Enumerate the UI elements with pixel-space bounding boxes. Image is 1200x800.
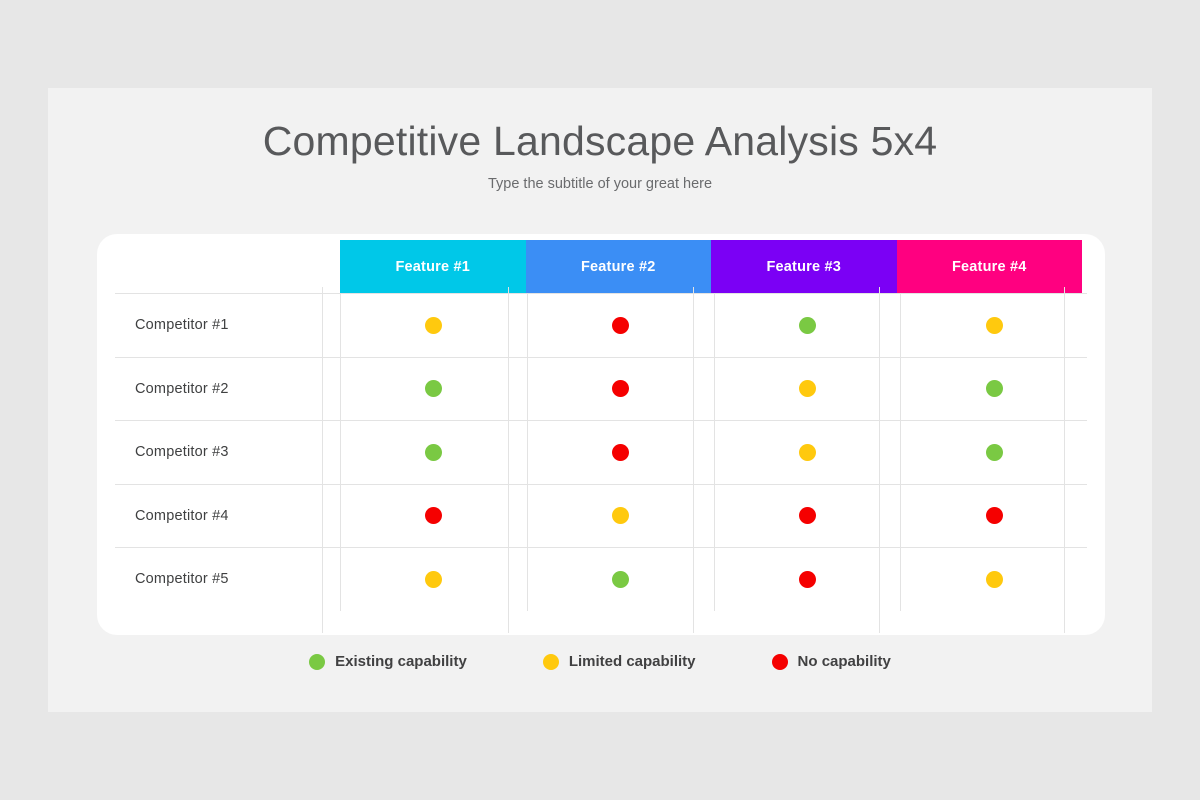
capability-cell[interactable] xyxy=(526,548,714,611)
status-dot-limited xyxy=(985,570,1003,588)
legend-label: Limited capability xyxy=(568,653,696,670)
status-dot-none xyxy=(612,443,630,461)
table-row: Competitor #5 xyxy=(115,547,1087,611)
status-dot-existing xyxy=(798,316,816,334)
page-subtitle: Type the subtitle of your great here xyxy=(487,176,713,192)
capability-cell[interactable] xyxy=(900,357,1087,420)
table-header-label: Feature #2 xyxy=(580,258,656,275)
column-separator xyxy=(1064,287,1065,633)
capability-cell[interactable] xyxy=(526,357,714,420)
legend-label: Existing capability xyxy=(335,653,467,670)
legend-label: No capability xyxy=(797,653,891,670)
capability-cell[interactable] xyxy=(526,294,714,357)
row-label: Competitor #4 xyxy=(135,507,229,524)
comparison-table: Feature #1 Feature #2 Feature #3 Feature #4… xyxy=(97,234,1105,635)
capability-cell[interactable] xyxy=(900,548,1087,611)
capability-cell[interactable] xyxy=(713,421,901,484)
capability-cell[interactable] xyxy=(900,484,1087,547)
row-label: Competitor #1 xyxy=(135,317,229,334)
column-separator xyxy=(878,287,880,633)
table-header-cell-3[interactable]: Feature #3 xyxy=(711,240,897,293)
status-dot-limited xyxy=(798,443,816,461)
legend-dot-limited xyxy=(542,653,559,670)
table-row: Competitor #4 xyxy=(115,483,1087,547)
table-header-label: Feature #1 xyxy=(395,258,471,275)
capability-cell[interactable] xyxy=(713,294,901,357)
status-dot-none xyxy=(985,507,1003,525)
capability-cell[interactable] xyxy=(526,421,714,484)
capability-cell[interactable] xyxy=(340,484,527,547)
column-separator xyxy=(693,287,694,633)
comparison-table-card: Feature #1 Feature #2 Feature #3 Feature #4… xyxy=(97,234,1105,635)
capability-cell[interactable] xyxy=(340,548,527,611)
slide-canvas: Competitive Landscape Analysis 5x4 Type … xyxy=(48,88,1152,712)
status-dot-none xyxy=(425,507,443,525)
status-dot-limited xyxy=(798,380,816,398)
status-dot-existing xyxy=(425,443,443,461)
status-dot-limited xyxy=(425,570,443,588)
row-label: Competitor #3 xyxy=(135,444,229,461)
capability-cell[interactable] xyxy=(713,484,901,547)
capability-cell[interactable] xyxy=(713,548,901,611)
legend-dot-existing xyxy=(309,653,326,670)
table-row: Competitor #1 xyxy=(115,293,1087,357)
capability-cell[interactable] xyxy=(900,421,1087,484)
capability-cell[interactable] xyxy=(526,484,714,547)
status-dot-existing xyxy=(985,380,1003,398)
page-title: Competitive Landscape Analysis 5x4 xyxy=(262,118,938,164)
row-label: Competitor #2 xyxy=(135,380,229,397)
status-dot-limited xyxy=(425,316,443,334)
status-dot-limited xyxy=(985,316,1003,334)
table-header-label: Feature #3 xyxy=(766,258,842,275)
capability-cell[interactable] xyxy=(340,294,527,357)
legend-item-none[interactable]: No capability xyxy=(771,653,891,670)
status-dot-none xyxy=(798,507,816,525)
status-dot-existing xyxy=(425,380,443,398)
status-dot-none xyxy=(798,570,816,588)
row-label: Competitor #5 xyxy=(135,571,229,588)
status-dot-existing xyxy=(612,570,630,588)
capability-cell[interactable] xyxy=(900,294,1087,357)
capability-cell[interactable] xyxy=(340,357,527,420)
column-separator xyxy=(507,287,509,633)
legend-item-limited[interactable]: Limited capability xyxy=(542,653,696,670)
table-header-row: Feature #1 Feature #2 Feature #3 Feature #4 xyxy=(340,240,1082,293)
capability-cell[interactable] xyxy=(713,357,901,420)
status-dot-none xyxy=(612,380,630,398)
legend-dot-none xyxy=(771,653,788,670)
table-header-cell-1[interactable]: Feature #1 xyxy=(340,240,526,293)
column-separator xyxy=(322,287,323,633)
table-header-label: Feature #4 xyxy=(951,258,1027,275)
table-row: Competitor #3 xyxy=(115,420,1087,484)
status-dot-existing xyxy=(985,443,1003,461)
table-row: Competitor #2 xyxy=(115,356,1087,420)
legend-item-existing[interactable]: Existing capability xyxy=(309,653,467,670)
status-dot-limited xyxy=(612,507,630,525)
table-body: Competitor #1 Competitor #2 Competitor #3 C… xyxy=(115,293,1087,633)
capability-cell[interactable] xyxy=(340,421,527,484)
status-dot-none xyxy=(612,316,630,334)
table-header-cell-4[interactable]: Feature #4 xyxy=(896,240,1082,293)
table-header-cell-2[interactable]: Feature #2 xyxy=(525,240,711,293)
legend: Existing capability Limited capability No … xyxy=(48,653,1152,670)
